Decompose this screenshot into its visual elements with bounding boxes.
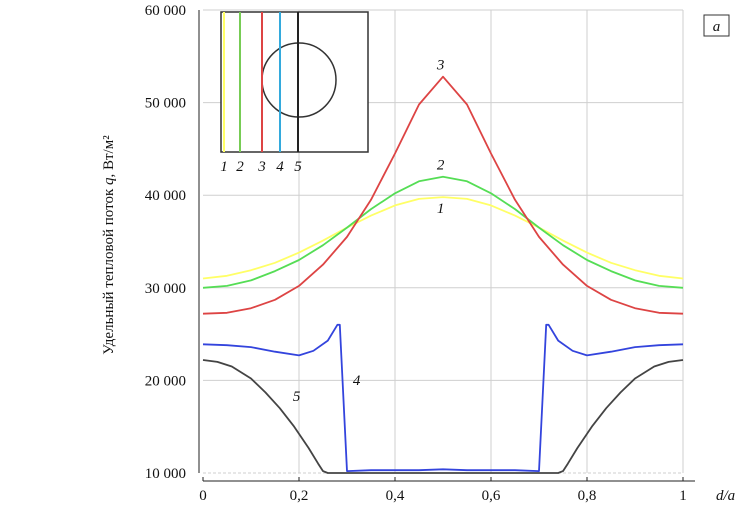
series-label-4: 4 — [353, 373, 361, 389]
series-line-4 — [202, 323, 684, 473]
y-axis-label-unit: , Вт/м² — [101, 135, 117, 178]
inset-line-label-2: 2 — [236, 159, 244, 175]
grid — [203, 9, 684, 474]
axes: 0 0,2 0,4 0,6 0,8 1 10 000 20 000 30 000 40 000 50… — [145, 3, 695, 504]
series-label-1: 1 — [437, 201, 445, 217]
annotations: 1 2 3 4 5 — [293, 57, 445, 405]
series-label-5: 5 — [293, 389, 301, 405]
inset-line-label-5: 5 — [294, 159, 302, 175]
y-tick-label: 10 000 — [145, 466, 186, 482]
y-tick-label: 50 000 — [145, 96, 186, 112]
inset-line-label-1: 1 — [220, 159, 228, 175]
series-line-1 — [202, 196, 684, 280]
inset-line-label-3: 3 — [257, 159, 266, 175]
inset-lines — [223, 12, 299, 152]
x-tick-label: 0,8 — [578, 488, 597, 504]
x-axis-label: d/a — [716, 488, 735, 504]
y-axis-label-main: Удельный тепловой поток — [101, 185, 117, 355]
y-tick-label: 30 000 — [145, 281, 186, 297]
panel-label-box: a — [703, 14, 730, 37]
series-line-2 — [202, 175, 684, 289]
series-label-2: 2 — [437, 157, 445, 173]
series-label-3: 3 — [436, 57, 445, 73]
x-tick-label: 0,6 — [482, 488, 501, 504]
x-tick-label: 1 — [679, 488, 687, 504]
y-axis-label: Удельный тепловой поток q, Вт/м² — [101, 135, 117, 355]
x-tick-label: 0,4 — [386, 488, 405, 504]
x-tick-label: 0,2 — [290, 488, 309, 504]
x-tick-label: 0 — [199, 488, 207, 504]
y-tick-label: 20 000 — [145, 373, 186, 389]
y-tick-label: 40 000 — [145, 188, 186, 204]
inset-line-label-4: 4 — [276, 159, 284, 175]
inset-frame — [220, 11, 369, 153]
series-layer — [202, 75, 684, 474]
series-line-5 — [202, 359, 684, 474]
y-axis-label-var: q — [101, 177, 117, 185]
y-tick-label: 60 000 — [145, 3, 186, 19]
series-line-3 — [202, 75, 684, 315]
panel-label: a — [713, 19, 721, 35]
